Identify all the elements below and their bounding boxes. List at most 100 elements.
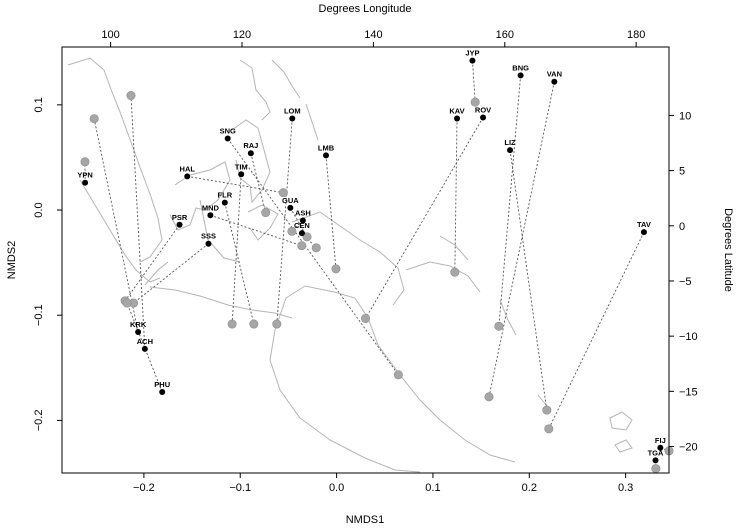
nmds-point-bng [517, 72, 524, 79]
nmds-point-lmb [322, 152, 329, 159]
x-tick-label: 0.0 [329, 482, 344, 494]
site-label-fij: FIJ [655, 436, 666, 445]
geo-point-raj [261, 208, 271, 218]
x-tick-label: 0.1 [425, 482, 440, 494]
lat-tick-label: −10 [679, 331, 698, 343]
geo-point-cen [311, 243, 321, 253]
coastline-17 [239, 59, 271, 121]
nmds-point-tga [652, 457, 659, 464]
nmds-point-ach [141, 345, 148, 352]
coastline-6 [231, 119, 271, 204]
coastline-8 [291, 211, 405, 306]
nmds-point-tim [238, 171, 245, 178]
site-label-rov: ROV [475, 105, 491, 114]
site-label-bng: BNG [512, 63, 529, 72]
geo-point-van [484, 392, 494, 402]
connector-lmb [325, 155, 337, 269]
connector-flr [224, 202, 255, 325]
geo-point-sng [393, 370, 403, 380]
geo-point-mnd [297, 241, 307, 251]
connector-psr [124, 224, 180, 302]
site-label-sss: SSS [201, 232, 216, 241]
site-labels: YPN HAL SNG RAJ TIM LOM LMB FLR MND GUA ASH CEN PSR S… [77, 49, 665, 458]
nmds-point-hal [184, 173, 191, 180]
nmds-point-rov [480, 114, 487, 121]
lon-tick-label: 140 [364, 29, 382, 41]
geo-point-lmb [331, 264, 341, 274]
lon-tick-label: 100 [101, 29, 119, 41]
geo-point-tim [227, 319, 237, 329]
connector-tim [231, 174, 242, 325]
geo-point-rov [360, 313, 370, 323]
plot-frame [61, 46, 670, 474]
lat-tick-label: −5 [679, 276, 692, 288]
site-label-hal: HAL [180, 164, 196, 173]
site-label-tav: TAV [637, 220, 651, 229]
connector-jyp [471, 60, 476, 103]
geo-point-hal [278, 188, 288, 198]
lat-tick-label: 5 [679, 166, 685, 178]
connector-hal [187, 175, 284, 194]
geo-point-kav [450, 267, 460, 277]
coastline-4 [144, 261, 169, 286]
connector-sng [227, 138, 399, 376]
coastline-5 [169, 161, 231, 231]
right-axis-title: Degrees Latitude [722, 208, 734, 292]
coastline-11 [405, 261, 481, 293]
nmds-point-van [551, 78, 558, 85]
site-label-lmb: LMB [318, 143, 335, 152]
y-tick-label: −0.2 [33, 410, 45, 432]
geo-point-flr [249, 319, 259, 329]
connector-tav [548, 231, 645, 430]
top-axis-title: Degrees Longitude [319, 3, 412, 15]
geo-point-ash [287, 226, 297, 236]
nmds-point-flr [221, 199, 228, 206]
site-label-ypn: YPN [77, 171, 92, 180]
connector-kav [454, 118, 458, 273]
geo-point-liz [542, 405, 552, 415]
geo-point-gua [302, 232, 312, 242]
nmds-point-jyp [469, 57, 476, 64]
x-tick-label: −0.2 [133, 482, 155, 494]
connector-sss [133, 243, 209, 304]
connector-krk [93, 118, 139, 333]
site-label-ach: ACH [137, 337, 153, 346]
connector-mnd [210, 214, 302, 247]
nmds-point-sng [224, 135, 231, 142]
lat-tick-label: 10 [679, 110, 691, 122]
y-axis-title: NMDS2 [6, 241, 18, 280]
nmds-point-ash [299, 217, 306, 224]
site-label-flr: FLR [218, 191, 233, 200]
geo-point-tav [544, 424, 554, 434]
site-label-cen: CEN [294, 221, 310, 230]
nmds-point-krk [135, 329, 142, 336]
nmds-point-phu [159, 389, 166, 396]
geo-point-jyp [470, 97, 480, 107]
y-tick-label: 0.0 [33, 202, 45, 217]
geo-point-ach [126, 91, 136, 101]
connector-raj [250, 153, 267, 213]
x-tick-label: 0.3 [618, 482, 633, 494]
site-label-lom: LOM [284, 107, 301, 116]
site-label-ash: ASH [295, 209, 311, 218]
nmds-point-lom [289, 115, 296, 122]
nmds-point-mnd [207, 212, 214, 219]
connector-bng [498, 75, 522, 327]
nmds-point-liz [507, 147, 514, 154]
nmds-point-gua [287, 204, 294, 211]
connector-lines [84, 60, 670, 469]
nmds-point-fij [657, 444, 664, 451]
coastline-19 [305, 103, 319, 141]
nmds-point-raj [247, 150, 254, 157]
coastline-2 [79, 179, 161, 283]
lon-tick-label: 180 [627, 29, 645, 41]
nmds-point-cen [298, 230, 305, 237]
lat-tick-label: 0 [679, 221, 685, 233]
site-label-mnd: MND [202, 203, 220, 212]
geo-point-bng [494, 321, 504, 331]
connector-van [488, 81, 555, 397]
site-label-sng: SNG [220, 127, 236, 136]
x-tick-label: 0.2 [522, 482, 537, 494]
nmds-point-psr [176, 221, 183, 228]
